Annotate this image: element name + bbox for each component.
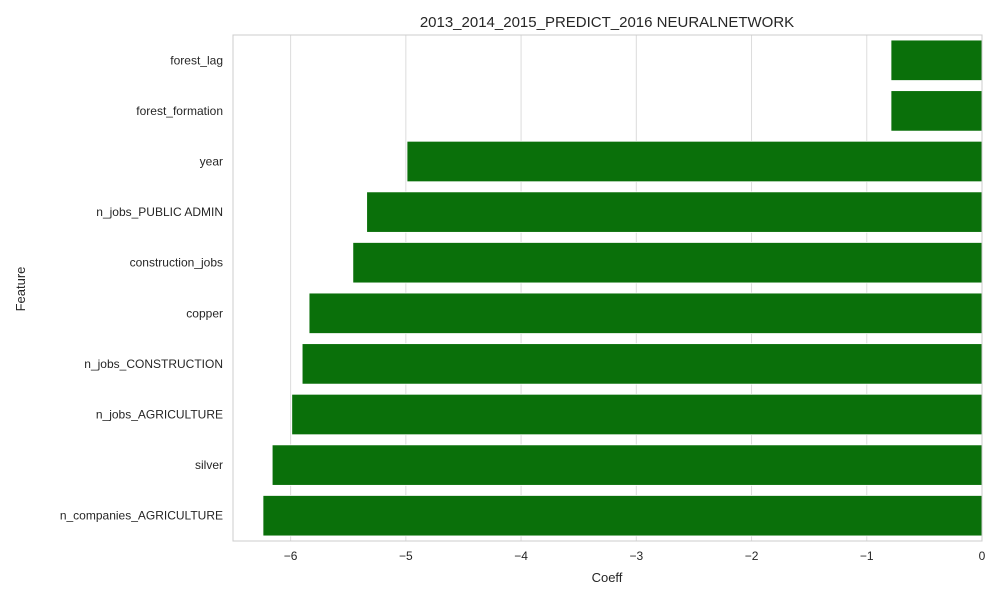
y-tick-label: construction_jobs — [130, 256, 223, 270]
y-tick-label: n_companies_AGRICULTURE — [60, 509, 223, 523]
bar — [271, 444, 983, 486]
bar — [890, 90, 983, 132]
y-tick-label: forest_lag — [170, 53, 223, 67]
x-tick-label: −3 — [629, 549, 643, 563]
y-tick-label: forest_formation — [136, 104, 223, 118]
x-tick-label: −2 — [745, 549, 759, 563]
y-axis-label: Feature — [13, 267, 28, 312]
y-tick-label: year — [200, 155, 223, 169]
x-tick-label: −1 — [860, 549, 874, 563]
bar — [291, 393, 983, 436]
bar — [366, 191, 983, 233]
bar — [352, 242, 983, 284]
bars-layer — [262, 39, 983, 537]
chart-title: 2013_2014_2015_PREDICT_2016 NEURALNETWOR… — [420, 14, 794, 31]
x-tick-label: 0 — [979, 549, 986, 563]
x-axis-label: Coeff — [592, 570, 623, 585]
x-tick-label: −6 — [284, 549, 298, 563]
bar — [301, 343, 983, 385]
y-tick-label: n_jobs_CONSTRUCTION — [84, 357, 223, 371]
bar — [308, 292, 983, 334]
bar — [262, 495, 983, 537]
x-tick-labels: −6 −5 −4 −3 −2 −1 0 — [284, 549, 986, 563]
plot-frame — [232, 34, 983, 542]
x-tick-label: −4 — [514, 549, 528, 563]
bar — [890, 39, 983, 81]
y-tick-label: n_jobs_AGRICULTURE — [96, 408, 223, 422]
y-tick-label: silver — [195, 458, 223, 472]
x-tick-label: −5 — [399, 549, 413, 563]
y-tick-label: copper — [186, 306, 223, 320]
bar — [406, 140, 983, 183]
y-tick-label: n_jobs_PUBLIC ADMIN — [96, 205, 223, 219]
